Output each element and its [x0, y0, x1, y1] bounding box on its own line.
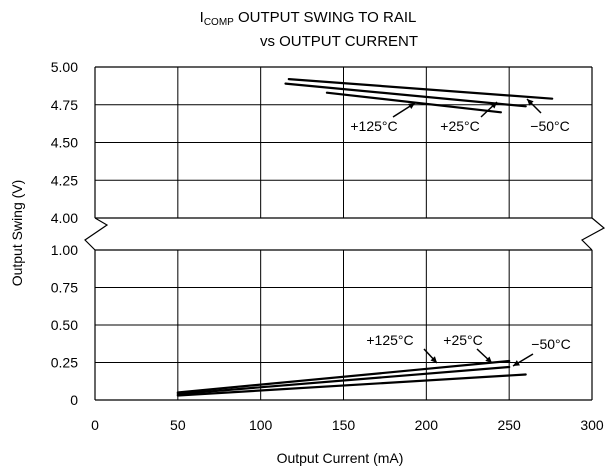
y-tick-label: 0: [70, 392, 78, 408]
y-tick-label: 4.25: [51, 172, 78, 188]
series-line-upper: [325, 91, 502, 114]
plot-frame: [94, 66, 593, 401]
grid: [95, 67, 592, 400]
arrow-head: [490, 102, 497, 109]
y-tick-label: 5.00: [51, 59, 78, 75]
y-axis-label: Output Swing (V): [9, 180, 25, 287]
x-tick-label: 150: [332, 417, 356, 433]
series-annotation: +25°C: [443, 332, 482, 348]
arrow-head: [485, 356, 492, 363]
x-tick-label: 200: [415, 417, 439, 433]
x-tick-label: 100: [249, 417, 273, 433]
title-line1-rest: OUTPUT SWING TO RAIL: [234, 9, 417, 26]
chart-title: ICOMP OUTPUT SWING TO RAIL: [200, 9, 417, 28]
y-tick-label: 0.50: [51, 317, 78, 333]
y-tick-label: 1.00: [51, 242, 78, 258]
axis-break: [84, 217, 606, 251]
chart-subtitle: vs OUTPUT CURRENT: [260, 33, 418, 50]
x-axis-label: Output Current (mA): [277, 450, 404, 466]
x-tick-label: 300: [580, 417, 604, 433]
arrow-head: [513, 360, 520, 366]
x-tick-label: 0: [91, 417, 99, 433]
series-annotation: −50°C: [530, 118, 569, 134]
series-line-upper: [284, 82, 527, 108]
tick-labels: 0 50 100 150 200 250 300 5.00 4.75 4.50 4.25 4.00 1.…: [51, 59, 604, 433]
arrow-head: [430, 356, 437, 363]
series-line-lower: [176, 359, 511, 394]
y-tick-label: 4.00: [51, 210, 78, 226]
series-annotation: +25°C: [440, 118, 479, 134]
title-prefix: I: [200, 9, 204, 26]
x-tick-label: 50: [170, 417, 186, 433]
series-line-upper: [287, 77, 554, 100]
title-subscript: COMP: [204, 17, 234, 28]
series-annotation: −50°C: [531, 336, 570, 352]
x-tick-label: 250: [497, 417, 521, 433]
series-lines: [176, 77, 554, 397]
arrow-head: [408, 103, 415, 109]
series-annotation: +125°C: [366, 332, 413, 348]
break-right: [581, 217, 606, 251]
y-tick-label: 4.50: [51, 135, 78, 151]
y-tick-label: 0.75: [51, 280, 78, 296]
annotations: +125°C +25°C −50°C +125°C +25°C −50°C: [350, 98, 571, 367]
y-tick-label: 4.75: [51, 97, 78, 113]
break-left: [84, 217, 109, 251]
arrow-head: [527, 99, 534, 106]
series-line-lower: [176, 373, 527, 397]
y-tick-label: 0.25: [51, 355, 78, 371]
series-line-lower: [176, 365, 511, 396]
series-annotation: +125°C: [350, 118, 397, 134]
